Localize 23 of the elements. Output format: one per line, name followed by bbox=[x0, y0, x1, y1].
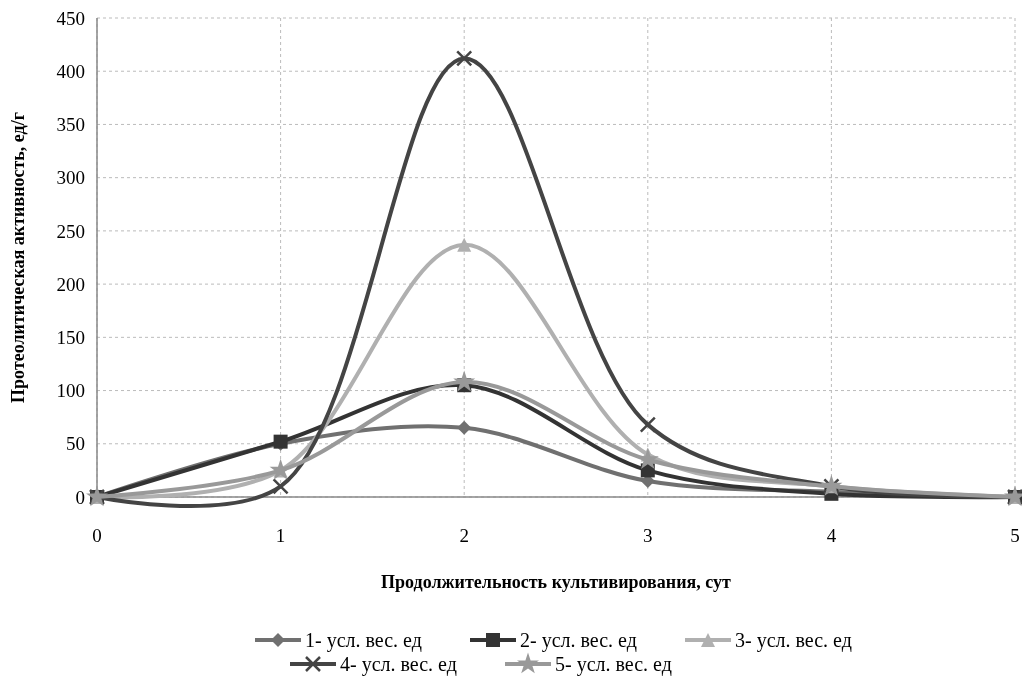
x-tick-label: 5 bbox=[1010, 525, 1020, 546]
y-tick-label: 150 bbox=[56, 326, 85, 348]
x-axis-title: Продолжительность культивирования, сут bbox=[381, 572, 732, 592]
y-tick-label: 400 bbox=[56, 60, 85, 82]
x-tick-label: 3 bbox=[643, 525, 653, 546]
legend-label: 3- усл. вес. ед bbox=[735, 629, 852, 652]
x-tick-label: 2 bbox=[459, 525, 469, 546]
y-tick-label: 50 bbox=[66, 433, 85, 455]
y-tick-label: 350 bbox=[56, 114, 85, 136]
legend-label: 1- усл. вес. ед bbox=[305, 629, 422, 652]
x-tick-label: 4 bbox=[826, 525, 837, 546]
y-axis-title: Протеолитическая активность, ед/г bbox=[8, 112, 28, 403]
legend-label: 4- усл. вес. ед bbox=[340, 653, 457, 676]
y-tick-label: 300 bbox=[56, 167, 85, 189]
x-tick-label: 0 bbox=[92, 525, 102, 546]
x-tick-label: 1 bbox=[275, 525, 286, 546]
y-tick-label: 100 bbox=[56, 380, 85, 402]
legend-label: 5- усл. вес. ед bbox=[555, 653, 672, 676]
y-tick-label: 250 bbox=[56, 220, 85, 242]
legend-label: 2- усл. вес. ед bbox=[520, 629, 637, 652]
y-tick-label: 0 bbox=[75, 486, 85, 508]
y-tick-label: 200 bbox=[56, 273, 85, 295]
y-tick-label: 450 bbox=[56, 7, 85, 29]
